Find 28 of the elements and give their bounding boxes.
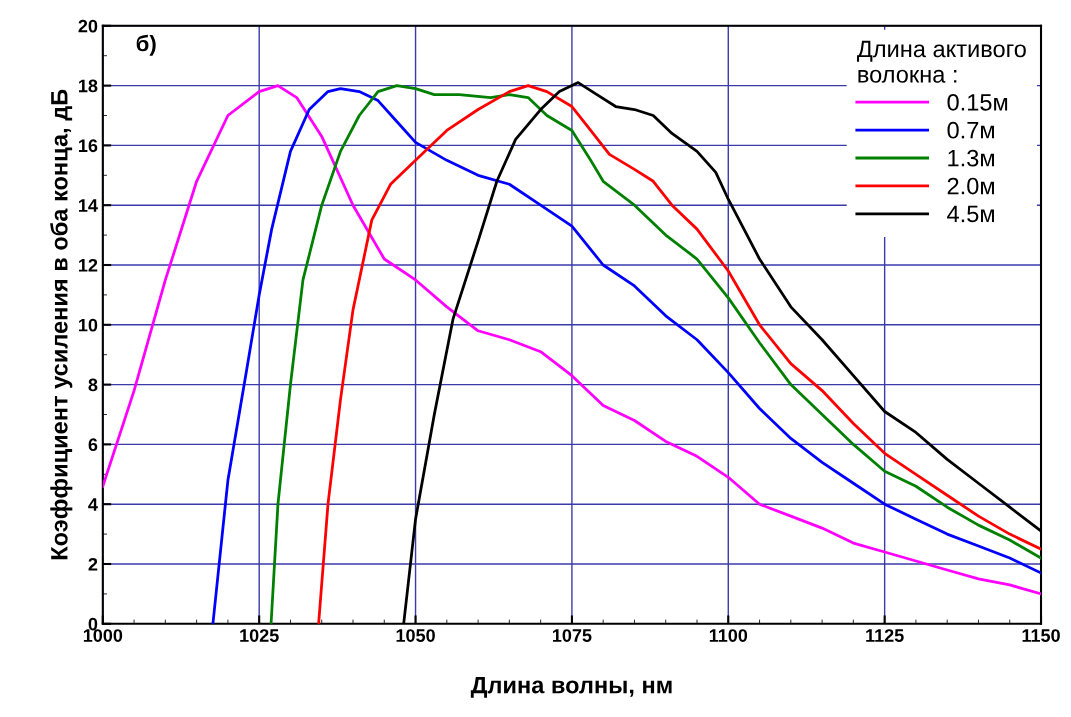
legend-label: 0.7м <box>947 121 994 139</box>
legend-label: 0.15м <box>947 93 1008 111</box>
y-tick-label: 20 <box>78 19 98 33</box>
x-tick-label: 1025 <box>240 629 279 642</box>
x-tick-label: 1100 <box>709 629 748 642</box>
x-tick-label: 1000 <box>83 629 123 642</box>
y-tick-label: 16 <box>79 139 98 153</box>
legend-label: 4.5м <box>947 205 994 223</box>
x-tick-label: 1075 <box>552 629 592 642</box>
x-tick-label: 1150 <box>1022 629 1060 642</box>
x-axis-title: Длина волны, нм <box>470 676 672 698</box>
annotation: б) <box>136 34 156 56</box>
y-tick-label: 14 <box>79 199 98 212</box>
x-tick-label: 1050 <box>396 629 435 642</box>
legend-label: 1.3м <box>948 149 994 167</box>
y-tick-label: 0 <box>88 617 98 631</box>
y-tick-label: 6 <box>88 438 98 452</box>
line-series <box>102 84 1042 596</box>
y-tick-label: 10 <box>79 318 98 332</box>
y-tick-label: 4 <box>88 498 98 511</box>
y-tick-label: 2 <box>88 557 98 571</box>
legend-label: 2.0м <box>947 177 994 195</box>
y-tick-label: 8 <box>88 378 98 392</box>
legend-title: Длина активого волокна : <box>856 40 1026 83</box>
x-tick-label: 1125 <box>866 629 904 642</box>
y-tick-label: 12 <box>79 258 98 272</box>
y-axis-title: Коэффициент усиления в оба конца, дБ <box>50 89 73 560</box>
y-tick-label: 18 <box>79 79 98 93</box>
